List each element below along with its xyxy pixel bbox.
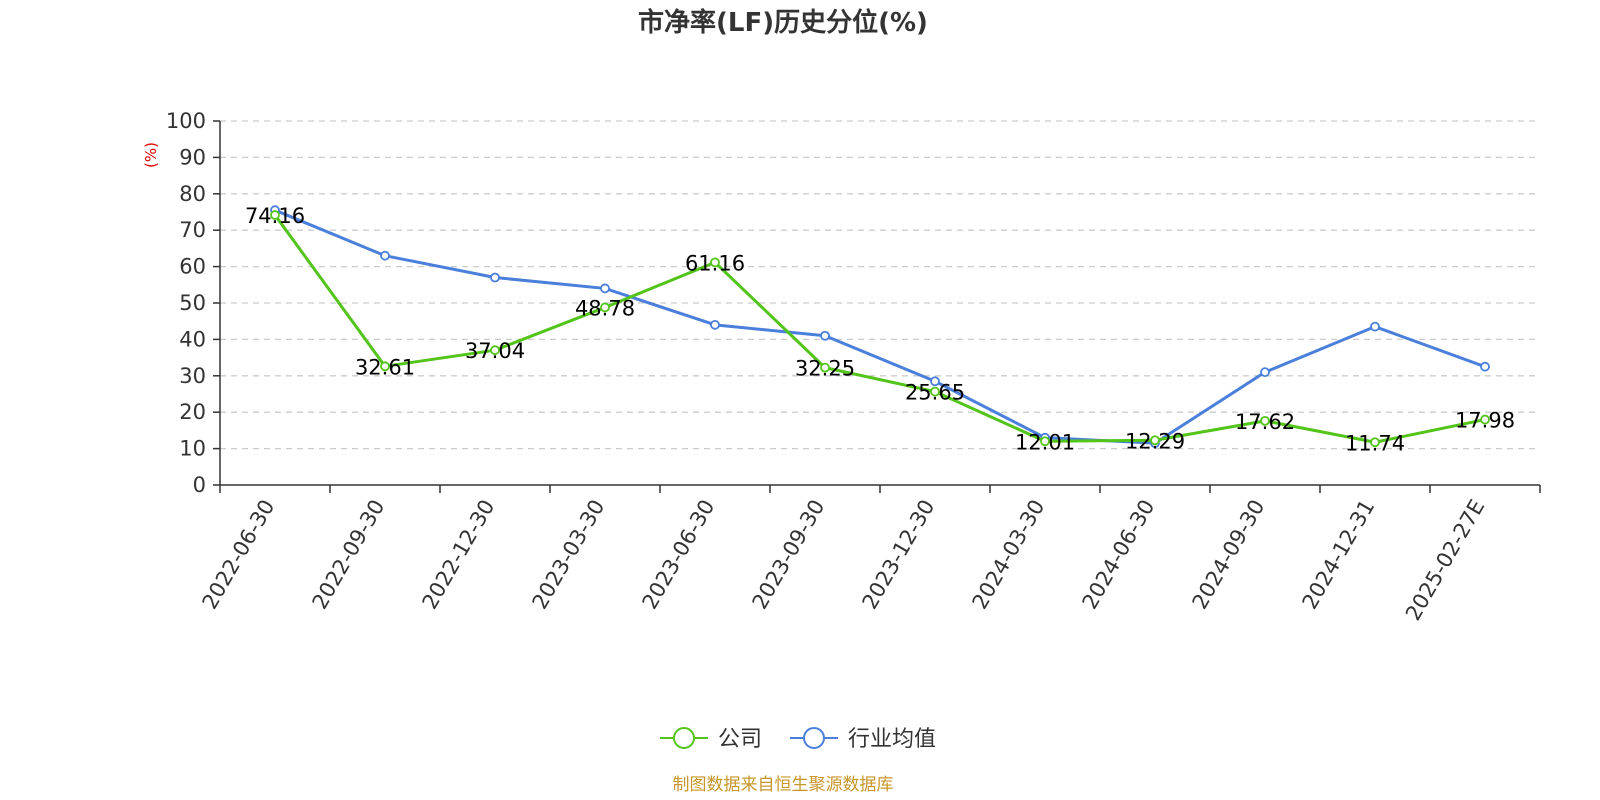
data-label: 32.61: [355, 355, 415, 379]
y-tick-label: 50: [179, 291, 206, 315]
x-tick-label: 2024-03-30: [968, 496, 1050, 614]
y-tick-label: 40: [179, 327, 206, 351]
data-label: 25.65: [905, 381, 965, 405]
data-point[interactable]: [820, 330, 830, 341]
x-tick-label: 2023-03-30: [528, 496, 610, 614]
data-point[interactable]: [1370, 437, 1380, 448]
data-label: 74.16: [245, 204, 305, 228]
y-tick-label: 10: [179, 437, 206, 461]
legend-item-company[interactable]: 公司: [660, 727, 762, 752]
data-label: 17.62: [1235, 410, 1295, 434]
y-tick-labels: 0 10 20 30 40 50 60 70 80 90 100: [166, 109, 206, 497]
x-tick-label: 2024-06-30: [1078, 496, 1160, 614]
data-point[interactable]: [490, 272, 500, 283]
data-point[interactable]: [490, 345, 500, 356]
series-line-company: [273, 214, 1486, 444]
x-tick-label: 2023-06-30: [638, 496, 720, 614]
data-label: 48.78: [575, 296, 635, 320]
data-point[interactable]: [380, 361, 390, 372]
data-point[interactable]: [380, 250, 390, 261]
x-tick-label: 2022-12-30: [418, 496, 500, 614]
y-tick-label: 60: [179, 255, 206, 279]
data-point[interactable]: [930, 376, 940, 387]
x-tick-label: 2023-09-30: [748, 496, 830, 614]
data-label: 37.04: [465, 339, 525, 363]
legend-marker-icon: [673, 727, 695, 749]
data-point[interactable]: [1480, 361, 1490, 372]
x-tick-label: 2023-12-30: [858, 496, 940, 614]
data-point[interactable]: [600, 302, 610, 313]
y-tick-label: 20: [179, 400, 206, 424]
legend-marker-icon: [803, 727, 825, 749]
data-label: 61.16: [685, 251, 745, 275]
y-tick-label: 90: [179, 145, 206, 169]
x-tick-label: 2024-12-31: [1298, 496, 1380, 614]
legend[interactable]: 公司 行业均值: [660, 727, 936, 752]
data-label: 12.01: [1015, 430, 1075, 454]
x-tick-label: 2022-06-30: [198, 496, 280, 614]
data-point[interactable]: [1260, 367, 1270, 378]
legend-label: 行业均值: [848, 727, 936, 752]
data-point[interactable]: [1150, 435, 1160, 446]
source-note: 制图数据来自恒生聚源数据库: [673, 775, 894, 795]
y-tick-label: 80: [179, 182, 206, 206]
data-label: 32.25: [795, 357, 855, 381]
data-point[interactable]: [710, 257, 720, 268]
data-label: 17.98: [1455, 409, 1515, 433]
x-tick-label: 2025-02-27E: [1401, 496, 1489, 625]
legend-item-industry-average[interactable]: 行业均值: [790, 727, 936, 752]
x-tick-labels: 2022-06-30 2022-09-30 2022-12-30 2023-03-30…: [198, 496, 1490, 625]
x-tick-label: 2024-09-30: [1188, 496, 1270, 614]
data-point[interactable]: [1260, 415, 1270, 426]
data-point[interactable]: [1040, 436, 1050, 447]
data-point[interactable]: [820, 362, 830, 373]
data-label: 12.29: [1125, 429, 1185, 453]
data-point[interactable]: [710, 319, 720, 330]
chart-title: 市净率(LF)历史分位(%): [638, 7, 928, 38]
y-tick-label: 70: [179, 218, 206, 242]
grid-lines: [220, 120, 1540, 450]
y-tick-label: 30: [179, 364, 206, 388]
data-point[interactable]: [600, 283, 610, 294]
data-labels: 74.16 32.61 37.04 48.78 61.16 32.25 25.65 12.01…: [245, 204, 1515, 455]
legend-label: 公司: [718, 727, 762, 752]
series-line-industry-average: [274, 208, 1486, 445]
data-point[interactable]: [1480, 414, 1490, 425]
data-point[interactable]: [930, 386, 940, 397]
y-tick-label: 0: [193, 473, 206, 497]
x-tick-label: 2022-09-30: [308, 496, 390, 614]
series-layer: [270, 205, 1490, 449]
data-point[interactable]: [270, 210, 280, 220]
data-point[interactable]: [1370, 321, 1380, 332]
y-axis-label: (%): [142, 142, 160, 168]
axes: [213, 120, 1541, 493]
data-label: 11.74: [1345, 431, 1405, 455]
y-tick-label: 100: [166, 109, 206, 133]
